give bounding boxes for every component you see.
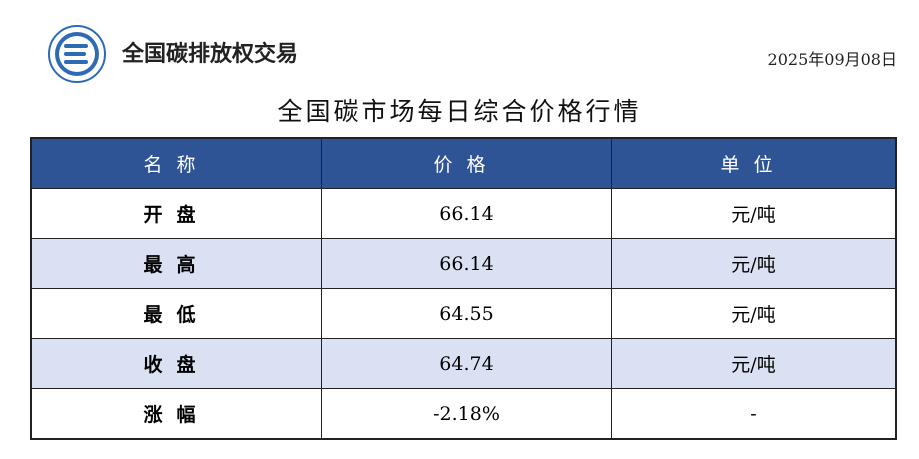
row-price: -2.18% xyxy=(321,388,612,440)
row-unit: 元/吨 xyxy=(611,288,897,339)
column-header-price: 价格 xyxy=(321,137,612,189)
table-row: 涨幅 -2.18% - xyxy=(30,388,897,440)
page-title: 全国碳市场每日综合价格行情 xyxy=(277,97,642,126)
row-name: 开盘 xyxy=(30,188,322,239)
row-name: 最高 xyxy=(30,238,322,289)
row-name: 最低 xyxy=(30,288,322,339)
row-unit: 元/吨 xyxy=(611,238,897,289)
brand-name: 全国碳排放权交易 xyxy=(122,42,299,67)
table-row: 最低 64.55 元/吨 xyxy=(30,288,897,339)
column-header-unit: 单位 xyxy=(611,137,897,189)
row-unit: 元/吨 xyxy=(611,338,897,389)
row-unit: - xyxy=(611,388,897,440)
exchange-logo-icon xyxy=(48,25,106,83)
row-price: 66.14 xyxy=(321,238,612,289)
table-row: 收盘 64.74 元/吨 xyxy=(30,338,897,389)
row-price: 66.14 xyxy=(321,188,612,239)
column-header-name: 名称 xyxy=(30,137,322,189)
table-row: 最高 66.14 元/吨 xyxy=(30,238,897,289)
row-unit: 元/吨 xyxy=(611,188,897,239)
table-row: 开盘 66.14 元/吨 xyxy=(30,188,897,239)
row-price: 64.74 xyxy=(321,338,612,389)
price-table: 名称 价格 单位 开盘 66.14 元/吨 最高 66.14 元/吨 最低 64… xyxy=(30,137,897,440)
row-price: 64.55 xyxy=(321,288,612,339)
table-header: 名称 价格 单位 xyxy=(30,137,897,189)
report-date: 2025年09月08日 xyxy=(767,50,897,69)
row-name: 涨幅 xyxy=(30,388,322,440)
row-name: 收盘 xyxy=(30,338,322,389)
